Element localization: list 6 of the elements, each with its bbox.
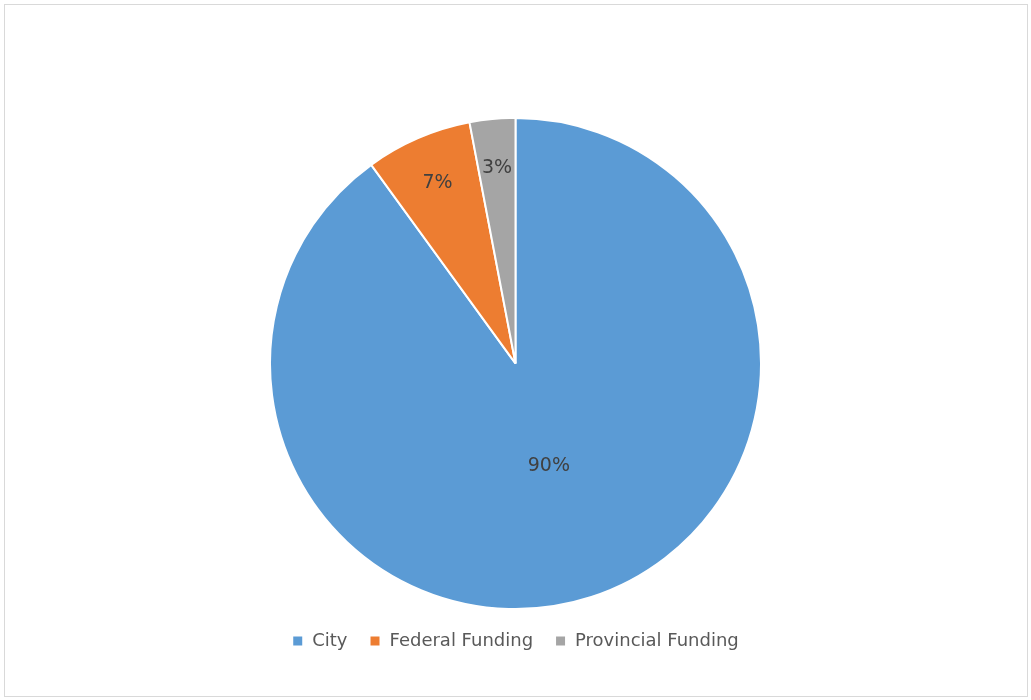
- data-label: 3%: [481, 154, 513, 177]
- legend-label: Provincial Funding: [575, 628, 739, 650]
- legend-label: Federal Funding: [389, 628, 534, 650]
- data-label: 90%: [527, 453, 570, 476]
- data-label: 7%: [422, 170, 453, 193]
- legend-label: City: [312, 628, 348, 650]
